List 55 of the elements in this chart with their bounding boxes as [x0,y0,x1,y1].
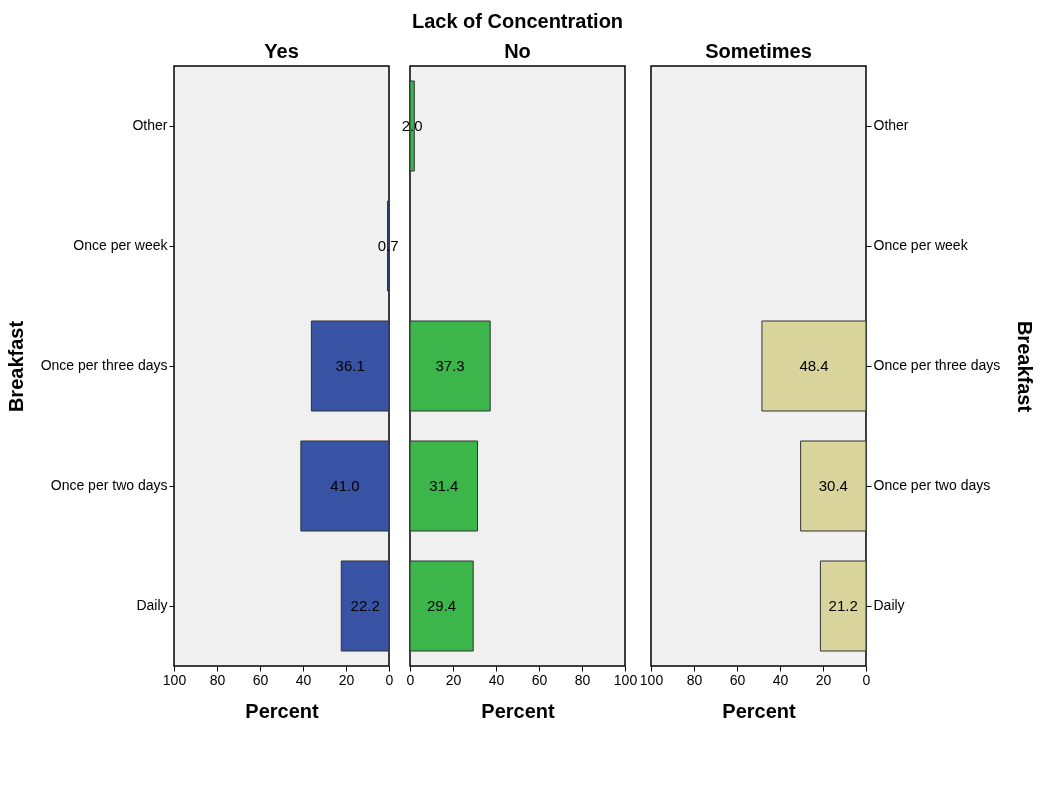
x-tick-label: 100 [162,671,187,688]
y-axis-title: Breakfast [4,320,27,413]
x-axis-title: Percent [722,699,797,722]
chart-subtitle: No [504,40,531,62]
y-tick-label: Once per week [873,237,969,253]
y-tick-label: Daily [873,597,905,613]
x-tick-label: 20 [445,671,462,688]
chart-title: Lack of Concentration [411,10,624,32]
y-tick-label: Daily [136,597,168,613]
x-tick-label: 40 [295,671,312,688]
data-label: 29.4 [427,597,457,614]
data-label: 48.4 [799,357,829,374]
x-tick-label: 60 [531,671,548,688]
bar [409,560,474,652]
x-tick-label: 20 [815,671,832,688]
y-tick-label: Other [132,117,168,133]
chart-subtitle: Sometimes [705,40,812,62]
bar [340,560,390,652]
data-label: 31.4 [429,477,459,494]
y-tick-label: Once per three days [873,357,1001,373]
y-tick-label: Other [873,117,909,133]
data-label: 41.0 [330,477,360,494]
bar [409,440,479,532]
y-tick-label: Once per two days [50,477,168,493]
bar [300,440,390,532]
data-label: 30.4 [818,477,848,494]
x-tick-label: 80 [574,671,591,688]
y-tick-label: Once per week [73,237,169,253]
chart-subtitle: Yes [264,40,299,62]
x-tick-label: 0 [385,671,394,688]
x-tick-label: 60 [729,671,746,688]
data-label: 22.2 [350,597,380,614]
x-tick-label: 80 [686,671,703,688]
x-tick-label: 0 [862,671,871,688]
bar [310,320,390,412]
x-tick-label: 40 [772,671,789,688]
bar [819,560,867,652]
x-tick-label: 0 [406,671,415,688]
x-tick-label: 80 [209,671,226,688]
y-tick-label: Once per three days [40,357,168,373]
x-axis-title: Percent [245,699,320,722]
data-label: 37.3 [435,357,465,374]
x-tick-label: 20 [338,671,355,688]
x-tick-label: 100 [613,671,638,688]
y-tick-label: Once per two days [873,477,991,493]
data-label: 36.1 [335,357,365,374]
bar [800,440,867,532]
x-tick-label: 100 [639,671,664,688]
bar [409,320,491,412]
bar [761,320,867,412]
y-axis-title: Breakfast [1014,320,1037,413]
data-label: 21.2 [828,597,858,614]
x-tick-label: 40 [488,671,505,688]
x-tick-label: 60 [252,671,269,688]
x-axis-title: Percent [481,699,556,722]
